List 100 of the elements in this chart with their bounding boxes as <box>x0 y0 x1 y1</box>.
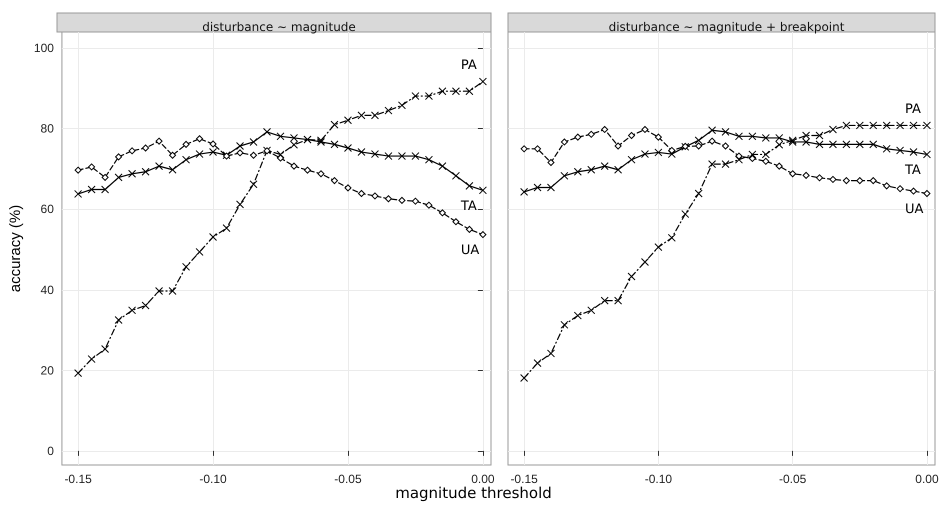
point <box>236 200 244 208</box>
point <box>600 296 609 305</box>
point <box>330 177 338 184</box>
point <box>734 132 743 140</box>
x-tick-label: -0.15 <box>64 472 92 486</box>
point <box>74 166 82 174</box>
series-label: TA <box>460 198 477 214</box>
point <box>370 111 379 120</box>
point <box>88 185 96 194</box>
point <box>762 150 770 158</box>
point <box>776 162 783 170</box>
x-tick-label: -0.05 <box>334 472 362 486</box>
point <box>438 87 446 96</box>
point <box>681 210 690 218</box>
point <box>870 177 877 184</box>
point <box>762 158 770 165</box>
point <box>452 172 460 180</box>
point <box>425 202 432 209</box>
point <box>479 231 486 238</box>
point <box>357 148 366 156</box>
point <box>762 134 770 142</box>
point <box>74 190 82 198</box>
point <box>534 145 542 152</box>
point <box>668 150 676 158</box>
point <box>236 149 244 156</box>
point <box>155 162 164 170</box>
point <box>628 132 636 140</box>
point <box>628 156 636 164</box>
point <box>748 150 756 158</box>
point <box>196 248 204 256</box>
point <box>816 174 824 182</box>
point <box>534 359 542 368</box>
point <box>357 111 366 120</box>
point <box>101 344 110 353</box>
point <box>263 128 272 136</box>
x-tick-label: -0.10 <box>199 472 228 486</box>
point <box>882 144 891 153</box>
point <box>115 153 122 160</box>
point <box>547 159 554 166</box>
point <box>668 146 676 154</box>
point <box>600 162 609 170</box>
series-label: PA <box>460 58 477 74</box>
series-label: UA <box>904 202 924 218</box>
point <box>128 147 136 154</box>
point <box>748 132 756 140</box>
point <box>114 316 123 324</box>
series-label: PA <box>904 102 921 117</box>
point <box>842 140 850 148</box>
point <box>708 126 716 134</box>
point <box>883 182 890 190</box>
point <box>560 138 568 146</box>
point <box>668 234 676 242</box>
y-tick-label: 80 <box>40 122 54 136</box>
point <box>102 174 109 181</box>
point <box>465 182 474 190</box>
point <box>209 233 218 242</box>
point <box>574 312 582 320</box>
point <box>828 140 837 148</box>
point <box>438 209 446 216</box>
point <box>250 138 258 146</box>
point <box>478 78 487 86</box>
point <box>128 170 136 178</box>
point <box>694 136 703 144</box>
point <box>722 128 730 136</box>
point <box>842 177 850 184</box>
x-tick-label: -0.05 <box>778 472 807 486</box>
point <box>276 132 285 140</box>
point <box>330 140 338 148</box>
point <box>424 92 433 100</box>
point <box>882 121 891 130</box>
point <box>587 306 596 314</box>
point <box>250 180 258 188</box>
point <box>276 150 285 158</box>
point <box>358 190 365 198</box>
point <box>384 195 392 202</box>
point <box>574 168 582 176</box>
point <box>250 152 258 159</box>
point <box>910 121 918 130</box>
point <box>438 162 446 170</box>
x-tick-label: -0.15 <box>510 472 538 486</box>
point <box>922 121 931 130</box>
point <box>520 145 528 152</box>
point <box>114 173 123 182</box>
point <box>708 160 716 168</box>
y-tick-label: 20 <box>40 363 54 378</box>
point <box>465 87 474 96</box>
point <box>695 142 702 150</box>
y-tick-label: 100 <box>34 41 54 56</box>
point <box>277 154 284 162</box>
point <box>614 166 622 174</box>
x-tick-label: 0.00 <box>471 472 495 486</box>
x-axis-title: magnitude threshold <box>395 484 552 502</box>
point <box>478 186 487 194</box>
y-tick-label: 40 <box>40 282 54 297</box>
point <box>169 152 176 159</box>
point <box>560 320 568 329</box>
point <box>896 146 904 154</box>
point <box>654 148 662 156</box>
point <box>641 126 648 133</box>
point <box>466 226 473 233</box>
